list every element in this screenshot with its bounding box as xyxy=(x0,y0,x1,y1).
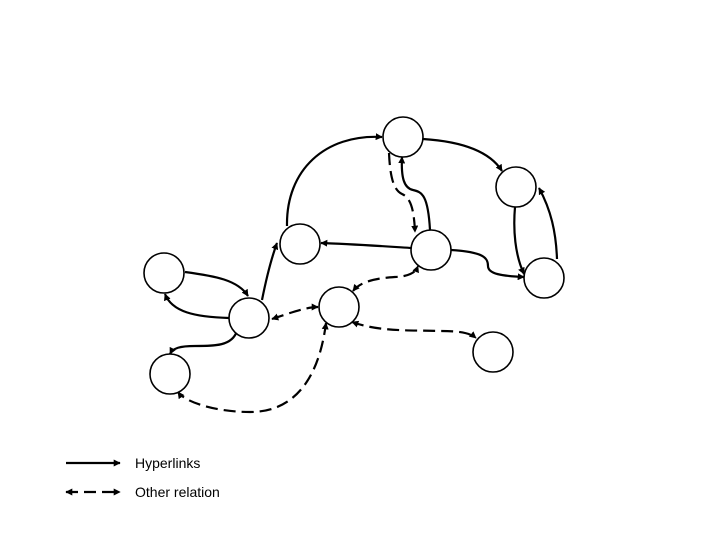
edge-center-to-bottom-left xyxy=(177,322,329,414)
edge-center-right-to-top xyxy=(398,156,432,231)
node-lower-right[interactable] xyxy=(472,331,514,373)
legend: Hyperlinks Other relation xyxy=(65,455,220,500)
edge-far-left-to-left-hub xyxy=(184,270,249,297)
node-right[interactable] xyxy=(523,257,565,299)
node-center-right[interactable] xyxy=(410,229,452,271)
node-center[interactable] xyxy=(318,286,360,328)
node-upper-left[interactable] xyxy=(279,223,321,265)
legend-other-relation-label: Other relation xyxy=(135,484,220,500)
edge-center-right-to-upper-left xyxy=(320,239,413,250)
edge-left-hub-to-far-left xyxy=(163,293,230,320)
node-bottom-left[interactable] xyxy=(149,353,191,395)
nodes-layer xyxy=(143,116,565,395)
node-top-right[interactable] xyxy=(495,166,537,208)
edge-center-to-lower-right xyxy=(351,320,477,339)
edge-top-right-to-right xyxy=(513,206,525,275)
edge-right-to-top-right xyxy=(538,187,559,260)
edge-left-hub-to-bottom-left xyxy=(169,330,239,355)
edge-center-to-center-right xyxy=(352,265,420,292)
node-left-hub[interactable] xyxy=(228,297,270,339)
node-top[interactable] xyxy=(382,116,424,158)
edge-left-hub-to-center xyxy=(271,303,319,321)
edge-upper-left-to-top xyxy=(285,133,383,227)
legend-hyperlinks-label: Hyperlinks xyxy=(135,455,200,471)
edge-top-to-center-right xyxy=(387,152,419,233)
edge-left-hub-to-upper-left xyxy=(260,242,279,301)
node-far-left[interactable] xyxy=(143,252,185,294)
edge-top-to-top-right xyxy=(422,137,503,172)
edges-layer xyxy=(163,133,559,414)
edge-center-right-to-right xyxy=(450,248,525,281)
